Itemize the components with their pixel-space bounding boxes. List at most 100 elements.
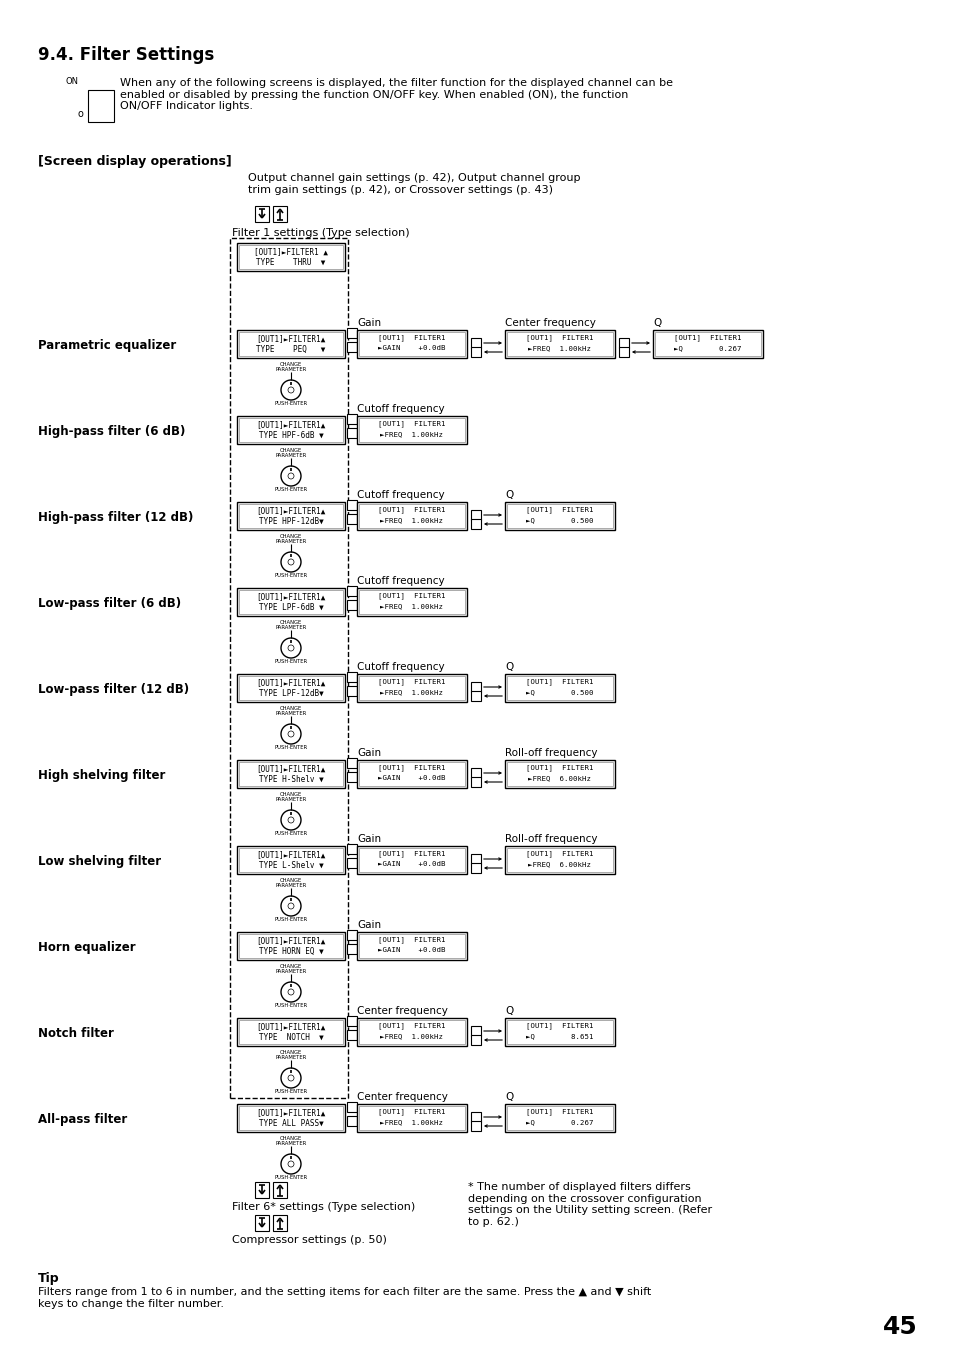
Bar (471, 519, 480, 530)
Text: [OUT1]►FILTER1▲: [OUT1]►FILTER1▲ (256, 765, 325, 773)
Bar (347, 428, 356, 438)
Bar (356, 416, 467, 444)
Text: PARAMETER: PARAMETER (275, 453, 306, 458)
Bar (347, 586, 356, 596)
Bar (236, 243, 345, 272)
Text: Center frequency: Center frequency (356, 1006, 447, 1016)
Text: PUSH·ENTER: PUSH·ENTER (274, 744, 307, 750)
Text: PUSH·ENTER: PUSH·ENTER (274, 917, 307, 921)
Bar (236, 330, 345, 358)
Text: High-pass filter (12 dB): High-pass filter (12 dB) (38, 511, 193, 524)
Text: High-pass filter (6 dB): High-pass filter (6 dB) (38, 426, 185, 438)
Bar (471, 777, 480, 788)
Bar (356, 588, 467, 616)
Bar (655, 332, 760, 357)
Bar (358, 1020, 464, 1044)
Bar (358, 1106, 464, 1129)
Text: PARAMETER: PARAMETER (275, 626, 306, 630)
Text: [OUT1]  FILTER1: [OUT1] FILTER1 (377, 850, 445, 857)
Circle shape (281, 553, 301, 571)
Bar (347, 342, 356, 353)
Bar (239, 504, 343, 528)
Bar (347, 671, 356, 682)
Bar (239, 332, 343, 357)
Text: ►FREQ  1.00kHz: ►FREQ 1.00kHz (380, 431, 443, 436)
Circle shape (281, 896, 301, 916)
Bar (618, 347, 628, 357)
Bar (471, 682, 480, 692)
Bar (358, 934, 464, 958)
Bar (356, 330, 467, 358)
Text: Cutoff frequency: Cutoff frequency (356, 404, 444, 413)
Text: TYPE ALL PASS▼: TYPE ALL PASS▼ (258, 1119, 323, 1128)
Text: [OUT1]  FILTER1: [OUT1] FILTER1 (526, 334, 593, 340)
Text: Q: Q (504, 662, 513, 671)
Bar (356, 1104, 467, 1132)
Text: PARAMETER: PARAMETER (275, 711, 306, 716)
Bar (236, 1019, 345, 1046)
Bar (356, 1019, 467, 1046)
Text: ►Q        0.500: ►Q 0.500 (526, 517, 593, 523)
Bar (88, 91, 113, 122)
Text: [OUT1]►FILTER1▲: [OUT1]►FILTER1▲ (256, 936, 325, 944)
Text: Low-pass filter (6 dB): Low-pass filter (6 dB) (38, 597, 181, 611)
Text: CHANGE: CHANGE (279, 620, 302, 626)
Bar (471, 767, 480, 778)
Bar (347, 1016, 356, 1025)
Bar (347, 758, 356, 767)
Circle shape (288, 559, 294, 565)
Text: ►FREQ  1.00kHz: ►FREQ 1.00kHz (528, 345, 591, 351)
Bar (356, 761, 467, 788)
Bar (356, 674, 467, 703)
Bar (254, 1182, 269, 1198)
Circle shape (288, 473, 294, 480)
Bar (506, 1106, 613, 1129)
Bar (504, 330, 615, 358)
Bar (239, 848, 343, 871)
Text: High shelving filter: High shelving filter (38, 769, 165, 782)
Text: [OUT1]  FILTER1: [OUT1] FILTER1 (377, 507, 445, 513)
Text: ►FREQ  1.00kHz: ►FREQ 1.00kHz (380, 603, 443, 609)
Bar (236, 674, 345, 703)
Bar (239, 934, 343, 958)
Text: PUSH·ENTER: PUSH·ENTER (274, 1002, 307, 1008)
Bar (471, 690, 480, 701)
Text: TYPE H-Shelv ▼: TYPE H-Shelv ▼ (258, 775, 323, 784)
Circle shape (281, 380, 301, 400)
Text: TYPE HORN EQ ▼: TYPE HORN EQ ▼ (258, 947, 323, 957)
Text: CHANGE: CHANGE (279, 449, 302, 453)
Text: [OUT1]  FILTER1: [OUT1] FILTER1 (526, 765, 593, 771)
Bar (471, 338, 480, 349)
Text: ►GAIN    +0.0dB: ►GAIN +0.0dB (377, 947, 445, 952)
Bar (504, 674, 615, 703)
Circle shape (281, 1154, 301, 1174)
Text: Roll-off frequency: Roll-off frequency (504, 834, 597, 844)
Text: ►GAIN    +0.0dB: ►GAIN +0.0dB (377, 775, 445, 781)
Text: PUSH·ENTER: PUSH·ENTER (274, 659, 307, 663)
Bar (504, 1104, 615, 1132)
Bar (347, 500, 356, 509)
Text: TYPE    PEQ   ▼: TYPE PEQ ▼ (256, 345, 325, 354)
Text: Roll-off frequency: Roll-off frequency (504, 748, 597, 758)
Bar (236, 761, 345, 788)
Text: [OUT1]  FILTER1: [OUT1] FILTER1 (377, 592, 445, 598)
Text: TYPE L-Shelv ▼: TYPE L-Shelv ▼ (258, 861, 323, 870)
Bar (347, 513, 356, 524)
Text: PARAMETER: PARAMETER (275, 797, 306, 802)
Text: [OUT1]►FILTER1▲: [OUT1]►FILTER1▲ (256, 850, 325, 859)
Text: PUSH·ENTER: PUSH·ENTER (274, 1089, 307, 1094)
Text: [OUT1]  FILTER1: [OUT1] FILTER1 (377, 1108, 445, 1115)
Bar (506, 762, 613, 786)
Text: Cutoff frequency: Cutoff frequency (356, 576, 444, 586)
Bar (506, 504, 613, 528)
Text: [OUT1]  FILTER1: [OUT1] FILTER1 (526, 850, 593, 857)
Text: PARAMETER: PARAMETER (275, 1142, 306, 1146)
Text: CHANGE: CHANGE (279, 362, 302, 367)
Circle shape (288, 902, 294, 909)
Bar (356, 503, 467, 530)
Bar (239, 245, 343, 269)
Bar (504, 1019, 615, 1046)
Text: Q: Q (504, 1092, 513, 1102)
Bar (471, 347, 480, 357)
Circle shape (288, 1075, 294, 1081)
